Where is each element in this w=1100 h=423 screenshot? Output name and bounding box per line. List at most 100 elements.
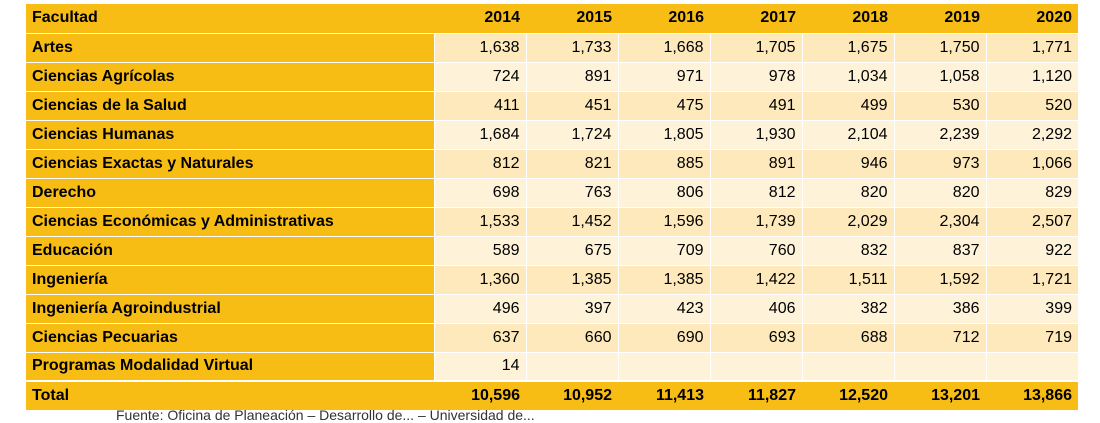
header-row: Facultad 2014 2015 2016 2017 2018 2019 2…: [26, 4, 1078, 34]
enrollment-value: 499: [801, 91, 894, 121]
total-value: 11,827: [710, 380, 802, 410]
enrollment-value: 451: [525, 91, 618, 121]
total-value: 13,866: [986, 380, 1078, 410]
faculty-name: Programas Modalidad Virtual: [26, 352, 434, 382]
enrollment-value: 382: [801, 294, 894, 324]
enrollment-value: 922: [985, 236, 1078, 266]
enrollment-value: [709, 352, 802, 382]
enrollment-value: 812: [433, 149, 526, 179]
enrollment-value: 1,724: [525, 120, 618, 150]
enrollment-value: [985, 352, 1078, 382]
faculty-name: Artes: [26, 33, 434, 63]
enrollment-value: 763: [525, 178, 618, 208]
enrollment-value: 1,385: [525, 265, 618, 295]
enrollment-value: 821: [525, 149, 618, 179]
enrollment-table-container: Facultad 2014 2015 2016 2017 2018 2019 2…: [26, 4, 1078, 410]
table-row: Artes 1,638 1,733 1,668 1,705 1,675 1,750 1,771: [26, 33, 1078, 63]
faculty-name: Ingeniería Agroindustrial: [26, 294, 434, 324]
total-value: 10,952: [526, 380, 618, 410]
header-year: 2014: [434, 4, 526, 34]
enrollment-value: 806: [617, 178, 710, 208]
enrollment-value: [525, 352, 618, 382]
faculty-name: Educación: [26, 236, 434, 266]
enrollment-value: 832: [801, 236, 894, 266]
enrollment-value: 760: [709, 236, 802, 266]
faculty-name: Ciencias Exactas y Naturales: [26, 149, 434, 179]
enrollment-value: 637: [433, 323, 526, 353]
faculty-name: Ciencias Pecuarias: [26, 323, 434, 353]
enrollment-value: 712: [893, 323, 986, 353]
total-value: 11,413: [618, 380, 710, 410]
enrollment-value: 411: [433, 91, 526, 121]
enrollment-value: 812: [709, 178, 802, 208]
enrollment-value: 837: [893, 236, 986, 266]
enrollment-value: 2,239: [893, 120, 986, 150]
enrollment-value: 698: [433, 178, 526, 208]
header-year: 2020: [986, 4, 1078, 34]
enrollment-value: 1,592: [893, 265, 986, 295]
header-year: 2018: [802, 4, 894, 34]
enrollment-value: 2,292: [985, 120, 1078, 150]
header-faculty: Facultad: [26, 4, 434, 34]
table-row: Ciencias Pecuarias 637 660 690 693 688 712 719: [26, 323, 1078, 353]
enrollment-value: [617, 352, 710, 382]
enrollment-value: 829: [985, 178, 1078, 208]
faculty-name: Ciencias Humanas: [26, 120, 434, 150]
table-row: Derecho 698 763 806 812 820 820 829: [26, 178, 1078, 208]
enrollment-value: 688: [801, 323, 894, 353]
enrollment-value: 675: [525, 236, 618, 266]
header-year: 2015: [526, 4, 618, 34]
enrollment-value: 724: [433, 62, 526, 92]
enrollment-value: 891: [709, 149, 802, 179]
enrollment-table: Facultad 2014 2015 2016 2017 2018 2019 2…: [26, 4, 1078, 410]
table-row: Ciencias Exactas y Naturales 812 821 885 891…: [26, 149, 1078, 179]
table-row: Educación 589 675 709 760 832 837 922: [26, 236, 1078, 266]
enrollment-value: 1,066: [985, 149, 1078, 179]
enrollment-value: 719: [985, 323, 1078, 353]
enrollment-value: 1,360: [433, 265, 526, 295]
enrollment-value: 2,029: [801, 207, 894, 237]
enrollment-value: 1,705: [709, 33, 802, 63]
table-row: Ciencias de la Salud 411 451 475 491 499 530 52…: [26, 91, 1078, 121]
enrollment-value: 971: [617, 62, 710, 92]
enrollment-value: 399: [985, 294, 1078, 324]
enrollment-value: 1,721: [985, 265, 1078, 295]
enrollment-value: 406: [709, 294, 802, 324]
enrollment-value: 973: [893, 149, 986, 179]
enrollment-value: [801, 352, 894, 382]
table-row: Ingeniería Agroindustrial 496 397 423 406 382…: [26, 294, 1078, 324]
enrollment-value: 946: [801, 149, 894, 179]
enrollment-value: 1,684: [433, 120, 526, 150]
faculty-name: Ciencias Agrícolas: [26, 62, 434, 92]
header-year: 2019: [894, 4, 986, 34]
enrollment-value: 1,930: [709, 120, 802, 150]
total-label: Total: [26, 380, 434, 410]
table-body: Artes 1,638 1,733 1,668 1,705 1,675 1,750 1,771…: [26, 33, 1078, 382]
total-value: 13,201: [894, 380, 986, 410]
table-footer: Total 10,596 10,952 11,413 11,827 12,520…: [26, 380, 1078, 410]
faculty-name: Derecho: [26, 178, 434, 208]
enrollment-value: 693: [709, 323, 802, 353]
faculty-name: Ciencias de la Salud: [26, 91, 434, 121]
enrollment-value: 1,120: [985, 62, 1078, 92]
table-row: Ciencias Agrícolas 724 891 971 978 1,034 1,058…: [26, 62, 1078, 92]
total-value: 10,596: [434, 380, 526, 410]
enrollment-value: 491: [709, 91, 802, 121]
enrollment-value: 2,507: [985, 207, 1078, 237]
table-row: Ciencias Humanas 1,684 1,724 1,805 1,930 2,10…: [26, 120, 1078, 150]
enrollment-value: 386: [893, 294, 986, 324]
enrollment-value: 1,058: [893, 62, 986, 92]
header-year: 2017: [710, 4, 802, 34]
total-value: 12,520: [802, 380, 894, 410]
enrollment-value: 1,805: [617, 120, 710, 150]
enrollment-value: 1,385: [617, 265, 710, 295]
faculty-name: Ciencias Económicas y Administrativas: [26, 207, 434, 237]
enrollment-value: [893, 352, 986, 382]
total-row: Total 10,596 10,952 11,413 11,827 12,520…: [26, 380, 1078, 410]
enrollment-value: 891: [525, 62, 618, 92]
enrollment-value: 1,452: [525, 207, 618, 237]
enrollment-value: 520: [985, 91, 1078, 121]
enrollment-value: 820: [893, 178, 986, 208]
enrollment-value: 1,638: [433, 33, 526, 63]
enrollment-value: 820: [801, 178, 894, 208]
